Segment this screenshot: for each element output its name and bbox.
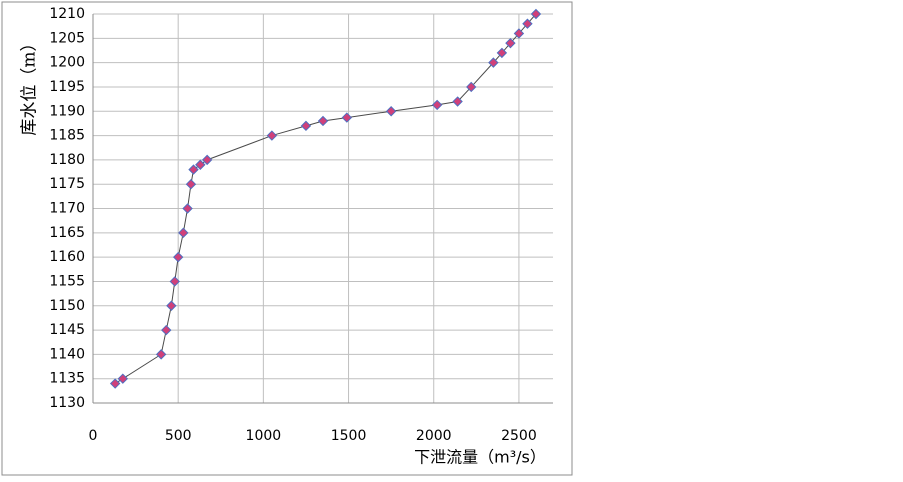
data-point [488,57,499,68]
data-point [385,106,397,117]
x-tick-label: 0 [89,428,98,444]
y-tick-label: 1135 [49,371,85,387]
data-point [341,112,353,123]
data-point [195,159,206,170]
data-point [530,8,542,20]
y-tick-label: 1150 [49,298,85,314]
chart-frame [1,1,573,476]
data-point [109,378,121,389]
data-point [466,81,477,93]
data-point [182,203,193,214]
data-point [161,324,172,336]
y-tick-label: 1180 [49,152,85,168]
data-point [166,300,177,311]
data-point [266,130,278,141]
y-tick-label: 1165 [49,225,85,241]
y-tick-label: 1195 [49,79,85,95]
y-tick-label: 1185 [49,128,85,144]
x-tick-label: 500 [165,428,192,444]
data-point [155,349,167,360]
x-axis-label: 下泄流量（m³/s） [414,448,546,467]
data-point [172,251,184,263]
y-tick-label: 1170 [49,201,85,217]
y-axis-label: 库水位（m） [20,34,40,135]
y-tick-label: 1155 [49,273,85,289]
x-tick-label: 2000 [416,428,452,444]
data-point [178,227,189,239]
y-tick-label: 1160 [49,249,85,265]
data-point [188,164,199,175]
y-tick-label: 1145 [49,322,85,338]
data-point [522,18,533,29]
data-point [117,373,129,384]
y-tick-label: 1205 [49,30,85,46]
x-tick-label: 1500 [331,428,367,444]
x-tick-label: 1000 [246,428,282,444]
data-point [300,120,312,132]
data-point [201,154,213,166]
data-point [431,99,443,111]
y-tick-label: 1190 [49,103,85,119]
y-tick-label: 1200 [49,55,85,71]
data-point [185,178,197,190]
data-point [452,96,463,107]
data-point [317,115,329,127]
y-tick-label: 1130 [49,395,85,411]
data-point [505,37,516,49]
y-tick-label: 1210 [49,6,85,22]
data-point [169,276,180,287]
y-tick-label: 1175 [49,176,85,192]
data-point [496,47,508,59]
data-point [513,28,525,39]
x-tick-label: 2500 [501,428,537,444]
y-tick-label: 1140 [49,346,85,362]
